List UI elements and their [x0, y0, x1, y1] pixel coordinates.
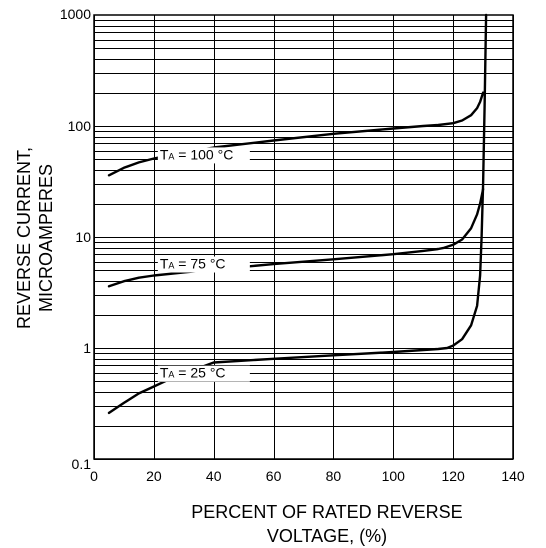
x-axis-ticks: 0 20 40 60 80 100 120 140 [90, 468, 525, 484]
x-tick-label: 100 [382, 468, 406, 484]
y-tick-label: 100 [68, 118, 92, 134]
x-axis-label-line-1: PERCENT OF RATED REVERSE [191, 502, 462, 522]
series-label-subscript: A [168, 151, 174, 161]
y-tick-label: 10 [75, 229, 91, 245]
series-line-3 [107, 13, 488, 415]
series-label-main: T [160, 146, 169, 162]
y-axis-ticks: 0.1 1 10 100 1000 [60, 6, 91, 472]
series-line-1 [107, 91, 485, 177]
series-label-2: TA = 75 °C [160, 256, 226, 272]
grid-lines [93, 14, 514, 460]
x-tick-label: 80 [326, 468, 342, 484]
x-tick-label: 60 [266, 468, 282, 484]
series-label-main: T [160, 365, 169, 381]
x-tick-label: 120 [441, 468, 465, 484]
x-tick-label: 20 [146, 468, 162, 484]
series-label-text: = 100 °C [174, 146, 233, 162]
x-tick-label: 0 [90, 468, 98, 484]
x-tick-label: 40 [206, 468, 222, 484]
data-curves: TA = 100 °CTA = 75 °CTA = 25 °C [107, 13, 488, 415]
x-axis-label-line-2: VOLTAGE, (%) [267, 526, 387, 546]
series-label-3: TA = 25 °C [160, 365, 226, 381]
series-label-1: TA = 100 °C [160, 146, 234, 162]
series-label-main: T [160, 256, 169, 272]
series-label-subscript: A [168, 370, 174, 380]
y-tick-label: 1000 [60, 6, 91, 22]
series-label-background [157, 365, 250, 382]
y-axis-label-line-1: REVERSE CURRENT, [14, 147, 34, 329]
series-label-background [157, 256, 250, 273]
y-axis-label-line-2: MICROAMPERES [36, 164, 56, 312]
series-label-text: = 25 °C [174, 365, 225, 381]
series-label-subscript: A [168, 261, 174, 271]
x-tick-label: 140 [501, 468, 525, 484]
series-line-2 [107, 187, 485, 288]
y-tick-label: 0.1 [72, 456, 92, 472]
series-label-text: = 75 °C [174, 256, 225, 272]
y-tick-label: 1 [83, 340, 91, 356]
series-label-background [157, 147, 250, 164]
